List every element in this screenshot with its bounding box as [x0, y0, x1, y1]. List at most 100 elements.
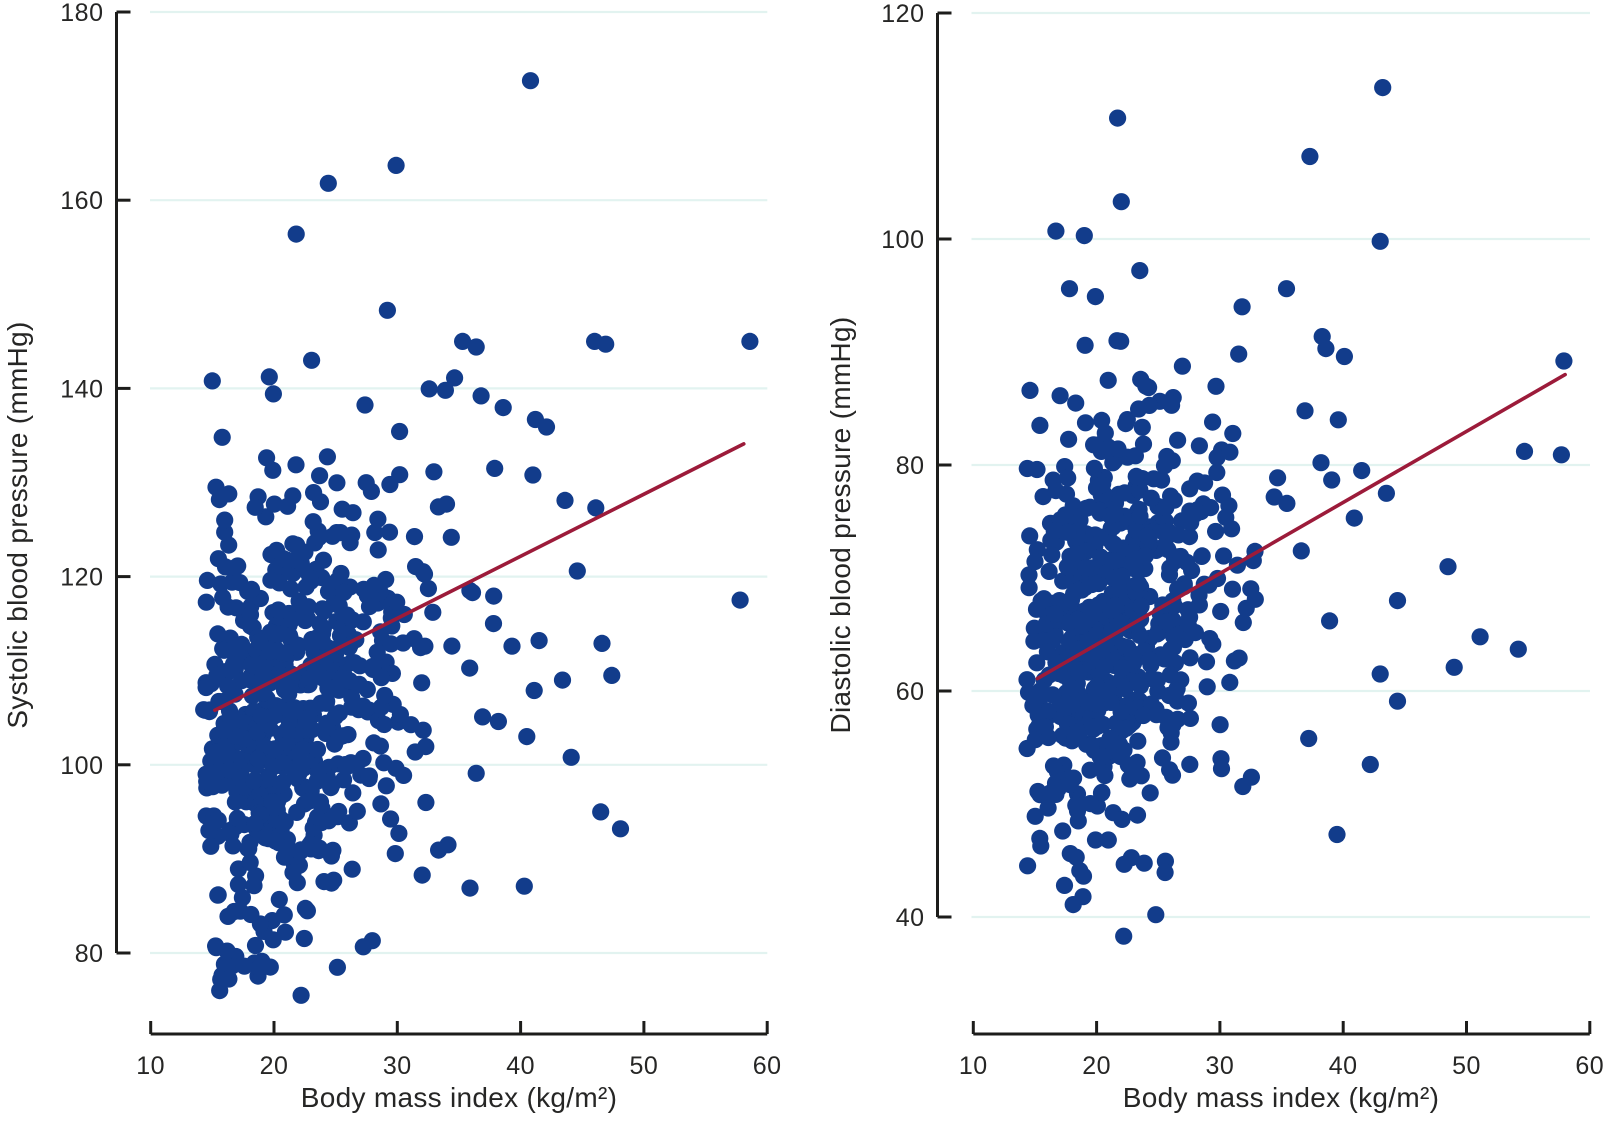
data-point	[1020, 566, 1038, 584]
data-point	[1113, 567, 1131, 586]
scatter-points	[195, 72, 759, 1004]
data-point	[1126, 550, 1144, 569]
data-point	[215, 721, 233, 740]
data-point	[388, 593, 406, 611]
data-point	[1060, 430, 1078, 448]
data-point	[1051, 387, 1069, 405]
data-point	[245, 877, 263, 895]
data-point	[443, 637, 461, 655]
data-point	[1212, 602, 1230, 621]
data-point	[310, 529, 328, 547]
data-point	[562, 748, 580, 766]
data-point	[731, 591, 749, 609]
data-point	[1135, 854, 1153, 872]
data-point	[381, 475, 399, 494]
trend-line	[1035, 372, 1567, 681]
data-point	[1129, 732, 1147, 750]
data-point	[1242, 768, 1260, 786]
x-tick-label: 10	[136, 1052, 165, 1080]
data-point	[240, 840, 258, 858]
data-point	[1067, 848, 1085, 866]
data-point	[246, 498, 264, 516]
data-point	[1172, 547, 1190, 566]
data-point	[1099, 371, 1117, 389]
data-point	[1115, 927, 1133, 945]
data-point	[357, 474, 375, 492]
data-point	[197, 678, 215, 697]
data-point	[1188, 472, 1206, 490]
data-point	[1130, 400, 1148, 418]
data-point	[420, 380, 438, 398]
data-point	[1061, 776, 1079, 794]
data-point	[297, 712, 315, 730]
data-point	[308, 740, 327, 759]
data-point	[278, 721, 296, 739]
data-point	[1217, 508, 1235, 526]
data-point	[1179, 601, 1197, 619]
data-point	[474, 708, 492, 726]
data-point	[1221, 673, 1239, 692]
data-point	[300, 792, 318, 810]
data-point	[1471, 628, 1489, 646]
data-point	[1208, 463, 1226, 482]
data-point	[489, 712, 507, 731]
data-point	[265, 707, 283, 725]
data-point	[266, 799, 284, 817]
data-point	[597, 335, 615, 353]
data-point	[1207, 377, 1225, 395]
data-point	[319, 174, 337, 192]
data-point	[1246, 590, 1264, 608]
data-point	[376, 686, 394, 705]
y-tick-label: 100	[60, 752, 103, 780]
data-point	[1148, 625, 1166, 643]
data-point	[1116, 680, 1134, 698]
data-point	[1388, 692, 1407, 710]
data-point	[1086, 288, 1104, 306]
data-point	[209, 886, 227, 904]
data-point	[1081, 761, 1099, 779]
data-point	[1159, 540, 1177, 559]
data-point	[1036, 718, 1054, 736]
data-point	[265, 495, 283, 513]
scatter-points	[1018, 79, 1573, 945]
data-point	[1102, 693, 1120, 712]
data-point	[1046, 605, 1064, 623]
data-point	[1181, 755, 1199, 774]
data-point	[1215, 547, 1233, 565]
data-point	[1300, 729, 1318, 748]
data-point	[1230, 345, 1248, 363]
data-point	[341, 534, 359, 552]
data-point	[360, 767, 378, 785]
data-point	[335, 583, 353, 602]
x-tick-label: 50	[629, 1052, 658, 1080]
data-point	[1116, 484, 1134, 502]
y-tick-label: 60	[896, 678, 925, 706]
data-point	[1113, 659, 1131, 677]
data-point	[368, 643, 386, 661]
data-point	[220, 485, 238, 503]
data-point	[1164, 627, 1183, 645]
data-point	[1066, 728, 1084, 747]
data-point	[1173, 357, 1191, 375]
data-point	[226, 559, 245, 577]
data-point	[1328, 825, 1346, 844]
data-point	[1193, 547, 1211, 565]
data-point	[1105, 552, 1124, 570]
data-point	[260, 368, 278, 386]
data-point	[390, 824, 408, 843]
data-point	[1169, 710, 1187, 728]
data-point	[1162, 641, 1180, 659]
data-point	[1118, 411, 1136, 429]
data-point	[1190, 437, 1208, 455]
data-point	[1070, 664, 1088, 682]
data-point	[1552, 446, 1570, 464]
data-point	[207, 478, 225, 496]
data-point	[283, 610, 301, 629]
y-tick-label: 140	[60, 375, 103, 403]
data-point	[325, 871, 343, 889]
data-point	[1198, 678, 1216, 696]
data-point	[1179, 694, 1197, 712]
x-tick-label: 20	[260, 1052, 289, 1080]
data-point	[1361, 755, 1379, 774]
